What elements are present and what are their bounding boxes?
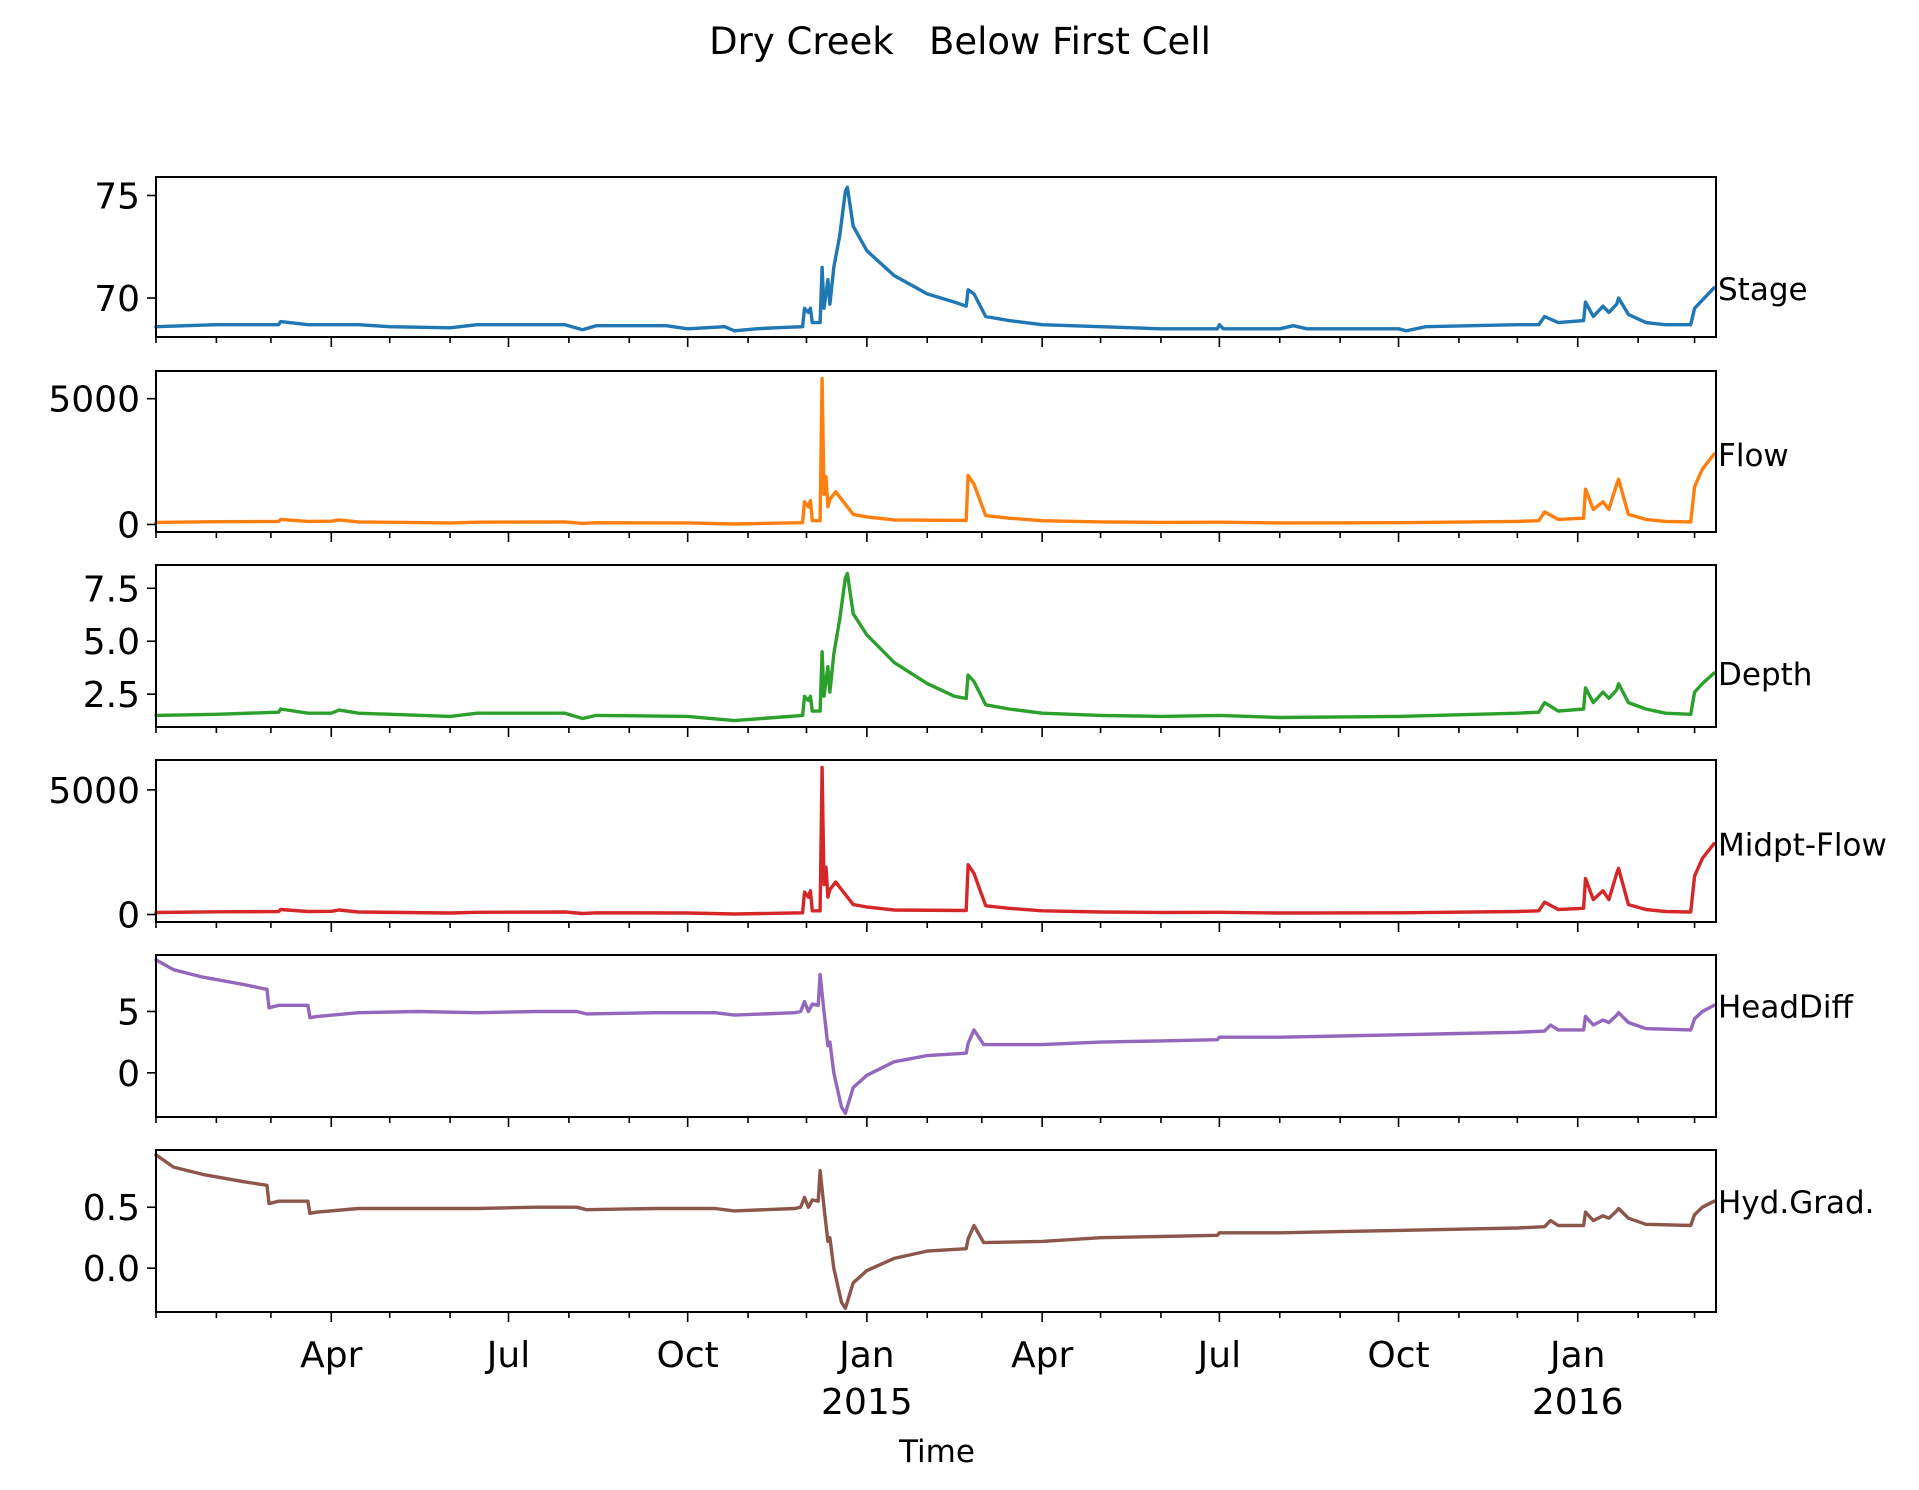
y-tick-label: 70: [94, 279, 140, 320]
x-tick-year-label: 2015: [821, 1382, 913, 1423]
series-label: Flow: [1718, 438, 1789, 474]
panel-frame: [155, 954, 1717, 1118]
x-tick-label: Oct: [1367, 1335, 1429, 1376]
x-tick-label: Apr: [300, 1335, 362, 1376]
y-tick-label: 5: [117, 992, 140, 1033]
panels: 70 75 Stage 0 5000 Flow 2.5 5.0 7.5 Depth 0 5000 Mid…: [48, 176, 1887, 1322]
series-label: HeadDiff: [1718, 989, 1854, 1025]
panel-midpt-flow: 0 5000 Midpt-Flow: [48, 759, 1887, 937]
y-tick-label: 7.5: [83, 569, 140, 610]
series-line: [154, 958, 1716, 1115]
y-tick-label: 75: [94, 176, 140, 217]
series-label: Midpt-Flow: [1718, 827, 1887, 863]
series-label: Stage: [1718, 272, 1808, 308]
series-label: Depth: [1718, 657, 1812, 693]
x-tick-label: Oct: [657, 1335, 719, 1376]
panel-hyd-grad-: 0.0 0.5 Hyd.Grad.: [83, 1149, 1874, 1322]
y-tick-label: 5.0: [83, 622, 140, 663]
y-tick-label: 0: [117, 1054, 140, 1095]
x-tick-label: Jul: [1196, 1335, 1241, 1376]
panel-frame: [155, 759, 1717, 923]
x-tick-label: Jan: [1548, 1335, 1606, 1376]
y-tick-label: 0.0: [83, 1249, 140, 1290]
panel-headdiff: 0 5 HeadDiff: [117, 954, 1854, 1127]
series-line: [154, 765, 1716, 916]
x-axis: Apr Jul Oct Jan 2015 Apr Jul Oct Jan 2016: [300, 1335, 1623, 1423]
panel-flow: 0 5000 Flow: [48, 370, 1789, 546]
y-tick-label: 0: [117, 896, 140, 937]
series-line: [154, 571, 1716, 723]
series-label: Hyd.Grad.: [1718, 1185, 1874, 1221]
series-line: [154, 1153, 1716, 1310]
y-tick-label: 0: [117, 505, 140, 546]
x-tick-label: Jan: [837, 1335, 895, 1376]
panel-stage: 70 75 Stage: [94, 176, 1808, 347]
x-tick-year-label: 2016: [1532, 1382, 1624, 1423]
panel-frame: [155, 176, 1717, 338]
panel-depth: 2.5 5.0 7.5 Depth: [83, 564, 1812, 737]
y-tick-label: 0.5: [83, 1188, 140, 1229]
panel-frame: [155, 370, 1717, 533]
x-tick-label: Apr: [1011, 1335, 1073, 1376]
chart-title: Dry Creek Below First Cell: [709, 20, 1211, 63]
x-tick-label: Jul: [485, 1335, 530, 1376]
y-tick-label: 5000: [48, 771, 140, 812]
y-tick-label: 2.5: [83, 675, 140, 716]
panel-frame: [155, 564, 1717, 728]
y-tick-label: 5000: [48, 380, 140, 421]
series-line: [154, 376, 1716, 526]
x-axis-label: Time: [898, 1434, 975, 1470]
series-line: [154, 185, 1716, 333]
panel-frame: [155, 1149, 1717, 1313]
